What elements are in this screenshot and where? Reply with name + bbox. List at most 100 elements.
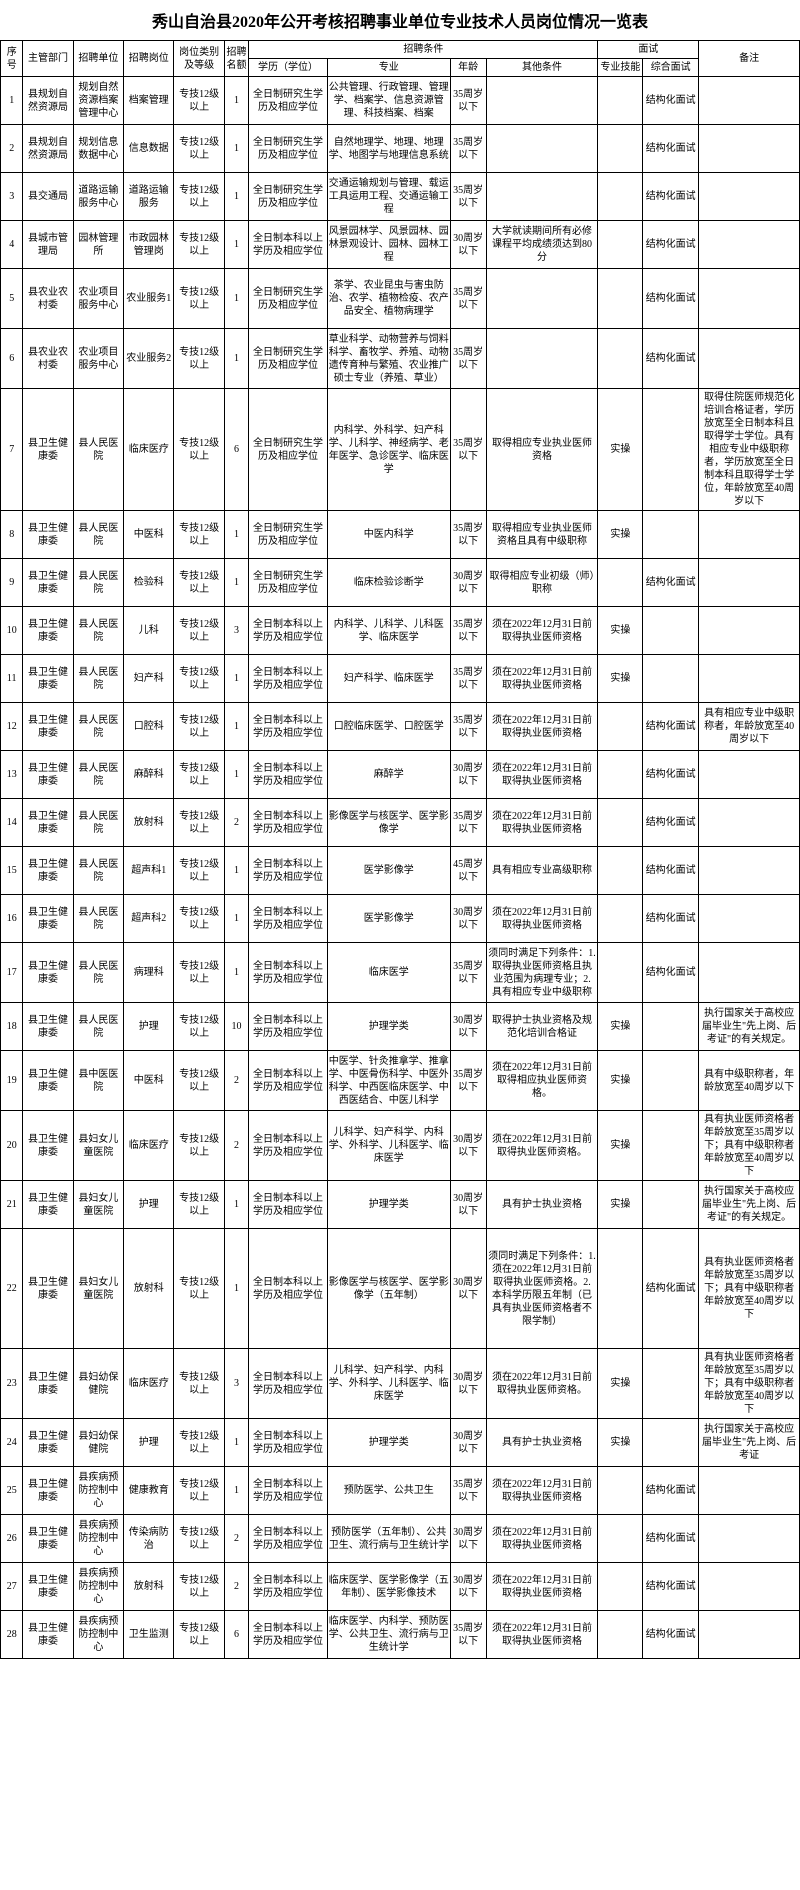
table-row: 20县卫生健康委县妇女儿童医院临床医疗专技12级以上2全日制本科以上学历及相应学… — [1, 1111, 800, 1181]
cell-pos: 妇产科 — [124, 655, 174, 703]
th-num: 招聘名额 — [224, 41, 249, 77]
cell-major: 临床医学、内科学、预防医学、公共卫生、流行病与卫生统计学 — [327, 1611, 450, 1659]
cell-major: 影像医学与核医学、医学影像学 — [327, 799, 450, 847]
cell-unit: 县人民医院 — [73, 847, 123, 895]
table-row: 21县卫生健康委县妇女儿童医院护理专技12级以上1全日制本科以上学历及相应学位护… — [1, 1181, 800, 1229]
cell-remark: 执行国家关于高校应届毕业生"先上岗、后考证"的有关规定。 — [699, 1003, 800, 1051]
cell-other: 须在2022年12月31日前取得执业医师资格。 — [486, 1349, 598, 1419]
cell-major: 风景园林学、风景园林、园林景观设计、园林、园林工程 — [327, 221, 450, 269]
cell-other: 须在2022年12月31日前取得执业医师资格 — [486, 1515, 598, 1563]
cell-dept: 县卫生健康委 — [23, 1563, 73, 1611]
cell-remark — [699, 125, 800, 173]
cell-dept: 县农业农村委 — [23, 269, 73, 329]
cell-skill — [598, 799, 643, 847]
cell-unit: 园林管理所 — [73, 221, 123, 269]
cell-dept: 县卫生健康委 — [23, 895, 73, 943]
cell-age: 30周岁以下 — [450, 1515, 486, 1563]
cell-unit: 县人民医院 — [73, 895, 123, 943]
cell-skill — [598, 329, 643, 389]
cell-level: 专技12级以上 — [174, 329, 224, 389]
cell-skill — [598, 1611, 643, 1659]
cell-level: 专技12级以上 — [174, 125, 224, 173]
table-row: 28县卫生健康委县疾病预防控制中心卫生监测专技12级以上6全日制本科以上学历及相… — [1, 1611, 800, 1659]
cell-remark: 执行国家关于高校应届毕业生"先上岗、后考证"的有关规定。 — [699, 1181, 800, 1229]
cell-edu: 全日制本科以上学历及相应学位 — [249, 1003, 327, 1051]
cell-level: 专技12级以上 — [174, 1349, 224, 1419]
cell-num: 10 — [224, 1003, 249, 1051]
cell-other: 具有护士执业资格 — [486, 1181, 598, 1229]
cell-num: 1 — [224, 703, 249, 751]
cell-age: 35周岁以下 — [450, 1467, 486, 1515]
cell-age: 35周岁以下 — [450, 77, 486, 125]
cell-pos: 档案管理 — [124, 77, 174, 125]
cell-other: 须在2022年12月31日前取得执业医师资格 — [486, 1611, 598, 1659]
cell-age: 35周岁以下 — [450, 703, 486, 751]
cell-skill: 实操 — [598, 607, 643, 655]
cell-age: 35周岁以下 — [450, 943, 486, 1003]
cell-major: 护理学类 — [327, 1181, 450, 1229]
cell-num: 6 — [224, 389, 249, 511]
cell-dept: 县卫生健康委 — [23, 943, 73, 1003]
cell-level: 专技12级以上 — [174, 847, 224, 895]
cell-edu: 全日制本科以上学历及相应学位 — [249, 1181, 327, 1229]
cell-seq: 25 — [1, 1467, 23, 1515]
cell-comp: 结构化面试 — [643, 1563, 699, 1611]
cell-comp: 结构化面试 — [643, 1467, 699, 1515]
cell-num: 2 — [224, 1051, 249, 1111]
cell-major: 口腔临床医学、口腔医学 — [327, 703, 450, 751]
cell-age: 35周岁以下 — [450, 329, 486, 389]
cell-edu: 全日制本科以上学历及相应学位 — [249, 221, 327, 269]
cell-major: 茶学、农业昆虫与害虫防治、农学、植物检疫、农产品安全、植物病理学 — [327, 269, 450, 329]
cell-skill: 实操 — [598, 1181, 643, 1229]
cell-unit: 县人民医院 — [73, 389, 123, 511]
cell-num: 6 — [224, 1611, 249, 1659]
cell-skill — [598, 847, 643, 895]
cell-level: 专技12级以上 — [174, 1003, 224, 1051]
cell-comp — [643, 1181, 699, 1229]
th-pos: 招聘岗位 — [124, 41, 174, 77]
cell-skill — [598, 221, 643, 269]
cell-level: 专技12级以上 — [174, 221, 224, 269]
cell-unit: 县中医医院 — [73, 1051, 123, 1111]
cell-other: 须同时满足下列条件：1. 须在2022年12月31日前取得执业医师资格。2. 本… — [486, 1229, 598, 1349]
table-row: 3县交通局道路运输服务中心道路运输服务专技12级以上1全日制研究生学历及相应学位… — [1, 173, 800, 221]
cell-dept: 县卫生健康委 — [23, 1419, 73, 1467]
cell-dept: 县卫生健康委 — [23, 1611, 73, 1659]
cell-unit: 县人民医院 — [73, 511, 123, 559]
cell-seq: 7 — [1, 389, 23, 511]
cell-other: 大学就读期间所有必修课程平均成绩须达到80分 — [486, 221, 598, 269]
table-row: 6县农业农村委农业项目服务中心农业服务2专技12级以上1全日制研究生学历及相应学… — [1, 329, 800, 389]
table-row: 24县卫生健康委县妇幼保健院护理专技12级以上1全日制本科以上学历及相应学位护理… — [1, 1419, 800, 1467]
cell-skill: 实操 — [598, 1003, 643, 1051]
cell-age: 30周岁以下 — [450, 559, 486, 607]
table-row: 25县卫生健康委县疾病预防控制中心健康教育专技12级以上1全日制本科以上学历及相… — [1, 1467, 800, 1515]
cell-num: 1 — [224, 1467, 249, 1515]
cell-edu: 全日制本科以上学历及相应学位 — [249, 655, 327, 703]
cell-comp — [643, 1111, 699, 1181]
cell-seq: 23 — [1, 1349, 23, 1419]
cell-seq: 10 — [1, 607, 23, 655]
table-row: 27县卫生健康委县疾病预防控制中心放射科专技12级以上2全日制本科以上学历及相应… — [1, 1563, 800, 1611]
cell-remark — [699, 943, 800, 1003]
table-body: 1县规划自然资源局规划自然资源档案管理中心档案管理专技12级以上1全日制研究生学… — [1, 77, 800, 1659]
cell-remark — [699, 559, 800, 607]
cell-comp: 结构化面试 — [643, 1229, 699, 1349]
cell-remark — [699, 655, 800, 703]
cell-seq: 17 — [1, 943, 23, 1003]
cell-remark — [699, 1467, 800, 1515]
cell-other: 须在2022年12月31日前取得执业医师资格 — [486, 1563, 598, 1611]
cell-level: 专技12级以上 — [174, 1515, 224, 1563]
cell-level: 专技12级以上 — [174, 943, 224, 1003]
cell-seq: 6 — [1, 329, 23, 389]
cell-dept: 县卫生健康委 — [23, 847, 73, 895]
cell-remark: 取得住院医师规范化培训合格证者，学历放宽至全日制本科且取得学士学位。具有相应专业… — [699, 389, 800, 511]
cell-num: 2 — [224, 1111, 249, 1181]
cell-age: 35周岁以下 — [450, 389, 486, 511]
cell-level: 专技12级以上 — [174, 1111, 224, 1181]
cell-major: 预防医学、公共卫生 — [327, 1467, 450, 1515]
cell-age: 30周岁以下 — [450, 895, 486, 943]
cell-age: 35周岁以下 — [450, 799, 486, 847]
cell-skill — [598, 559, 643, 607]
cell-pos: 检验科 — [124, 559, 174, 607]
cell-skill: 实操 — [598, 511, 643, 559]
